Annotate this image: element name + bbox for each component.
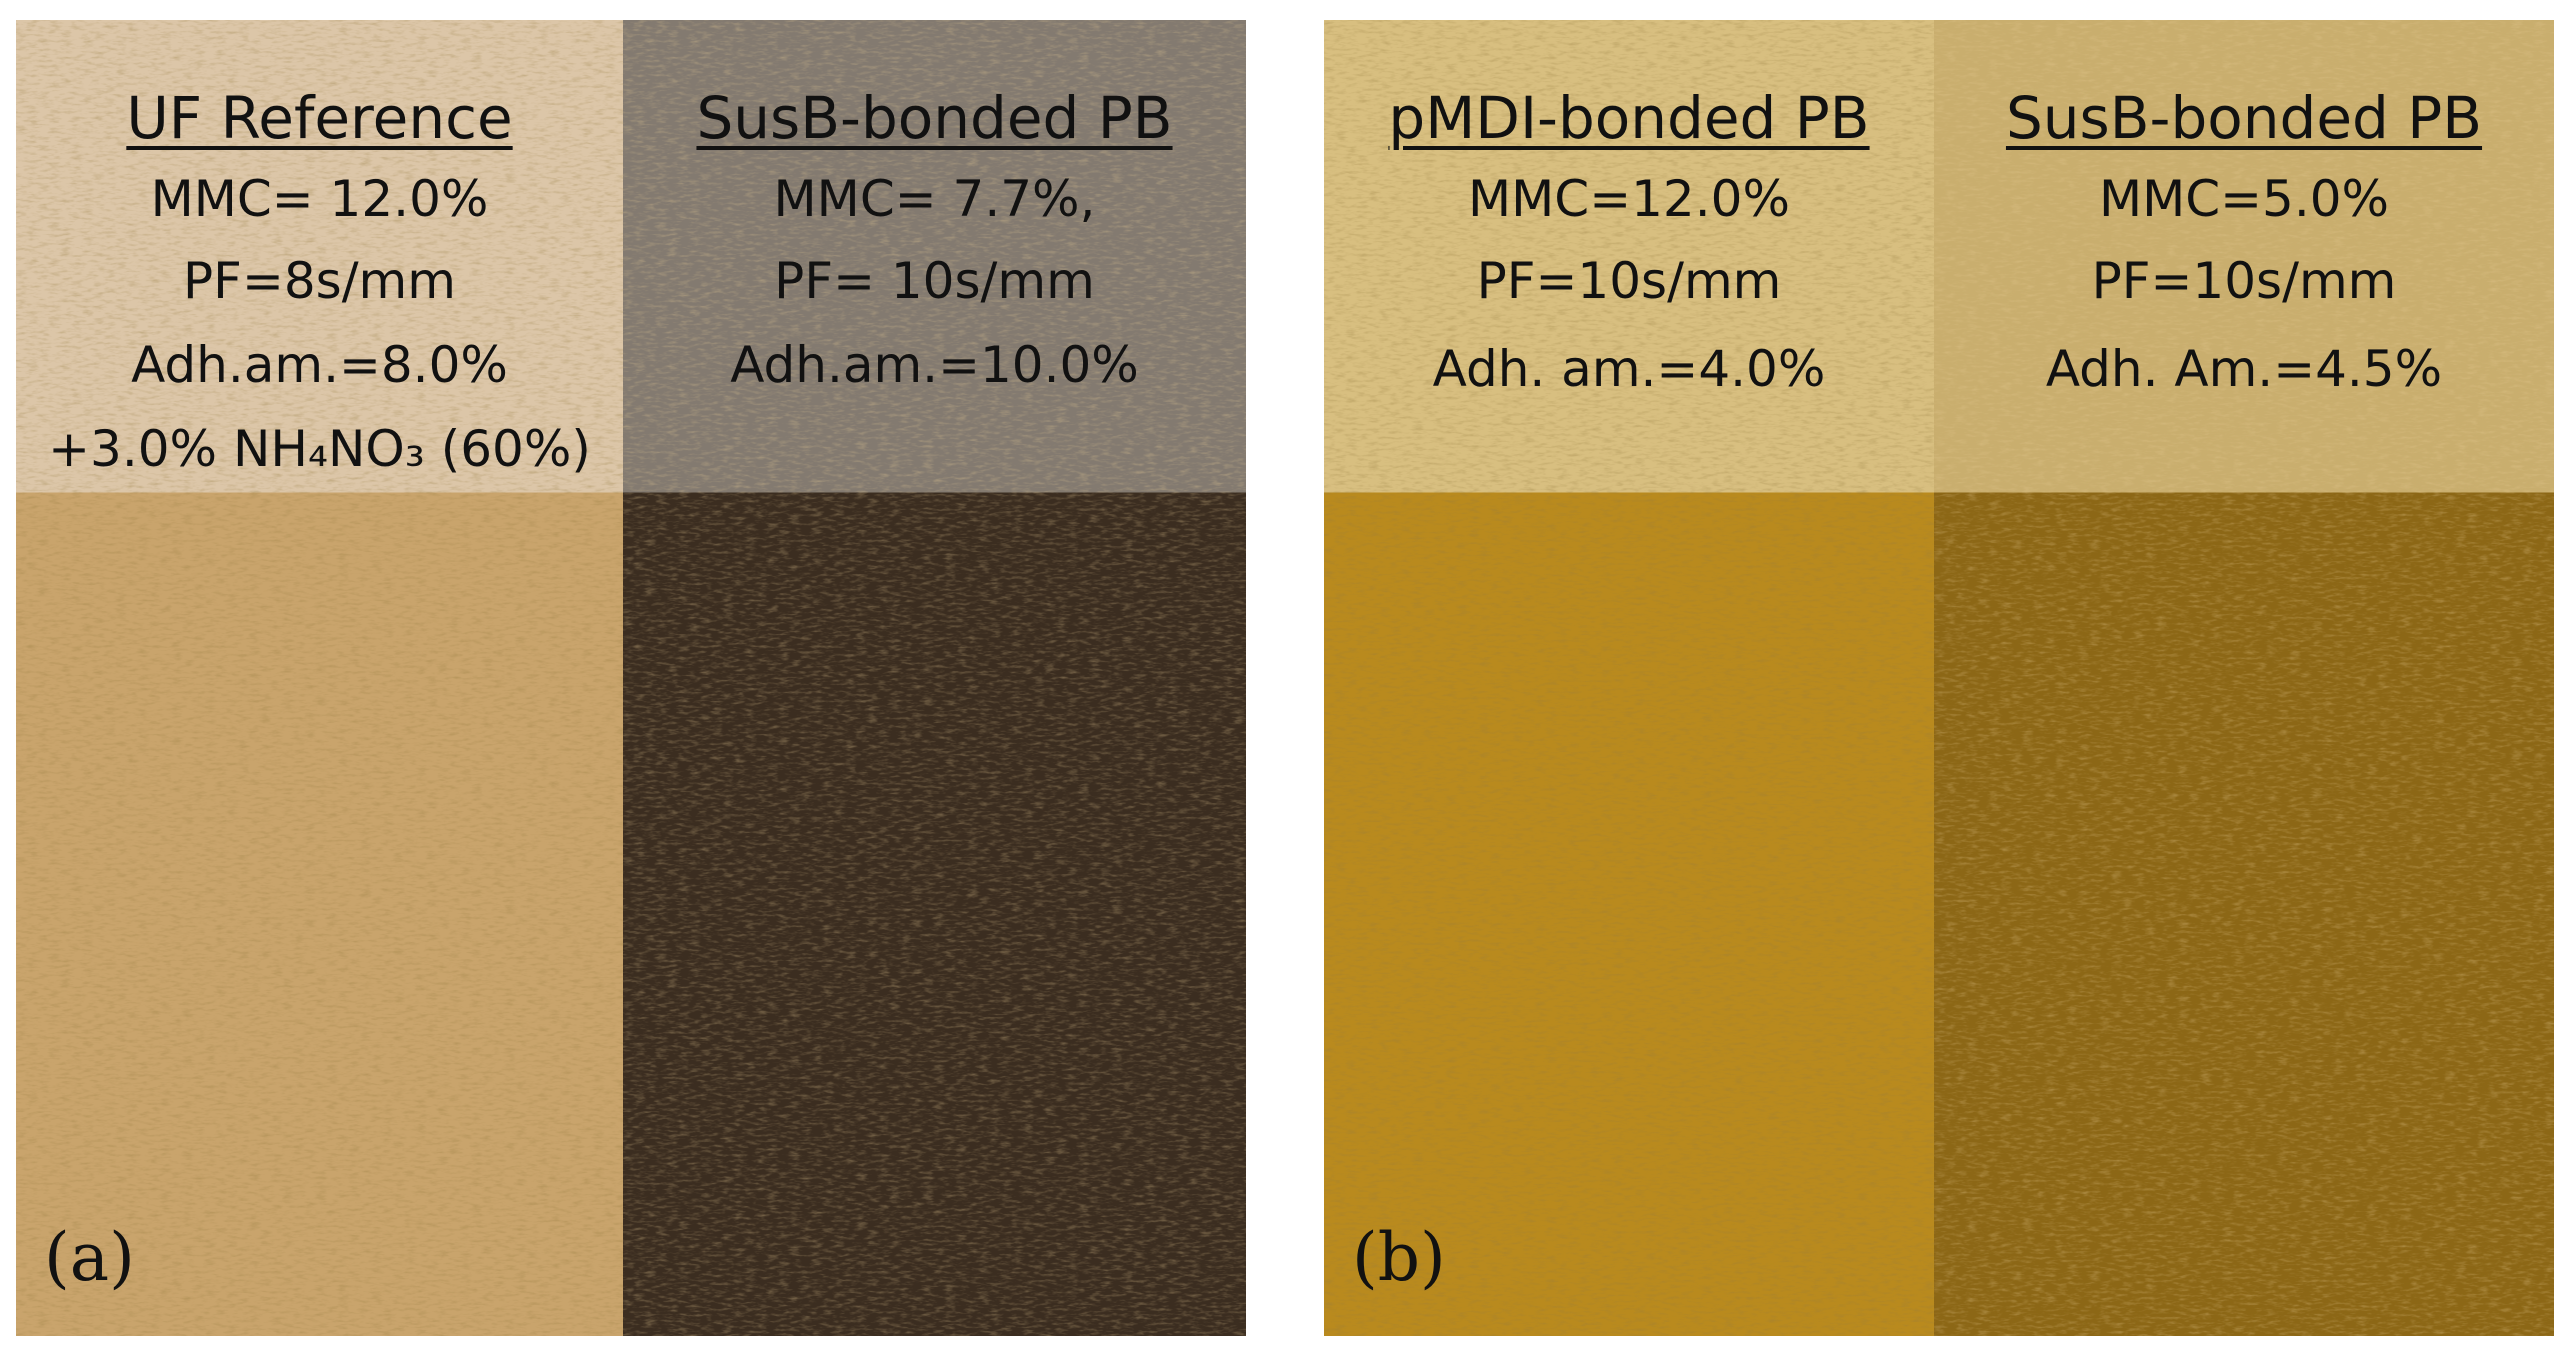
sample-parameter: MMC= 7.7%, <box>773 170 1096 228</box>
board-sample: SusB-bonded PB MMC=5.0% PF=10s/mm Adh. Am.=… <box>1934 20 2554 1336</box>
board-texture <box>1934 20 2554 1336</box>
panel-label: (b) <box>1352 1219 1446 1296</box>
sample-parameter: MMC=12.0% <box>1468 170 1790 228</box>
board-texture <box>16 20 623 1336</box>
board-sample: UF Reference MMC= 12.0% PF=8s/mm Adh.am.=8.… <box>16 20 623 1336</box>
board-texture <box>1324 20 1934 1336</box>
board-sample: SusB-bonded PB MMC= 7.7%, PF= 10s/mm Adh.am… <box>623 20 1246 1336</box>
sample-parameter: Adh.am.=8.0% <box>131 336 508 394</box>
sample-parameter: Adh. am.=4.0% <box>1432 340 1826 398</box>
sample-parameter: Adh. Am.=4.5% <box>2045 340 2443 398</box>
sample-parameter: PF= 10s/mm <box>774 252 1095 310</box>
sample-parameter: PF=10s/mm <box>1476 252 1782 310</box>
sample-title: pMDI-bonded PB <box>1388 84 1870 152</box>
sample-title: SusB-bonded PB <box>2005 84 2483 152</box>
sample-parameter: Adh.am.=10.0% <box>730 336 1139 394</box>
sample-parameter: MMC=5.0% <box>2098 170 2390 228</box>
sample-parameter: PF=8s/mm <box>183 252 456 310</box>
sample-title: SusB-bonded PB <box>696 84 1173 152</box>
photo-panel: pMDI-bonded PB MMC=12.0% PF=10s/mm Adh. am.… <box>1324 20 2554 1336</box>
panel-label: (a) <box>44 1219 135 1296</box>
sample-parameter: MMC= 12.0% <box>150 170 489 228</box>
sample-title: UF Reference <box>126 84 513 152</box>
sample-parameter: +3.0% NH₄NO₃ (60%) <box>48 420 591 478</box>
photo-panel: UF Reference MMC= 12.0% PF=8s/mm Adh.am.=8.… <box>16 20 1246 1336</box>
sample-parameter: PF=10s/mm <box>2091 252 2397 310</box>
board-texture <box>623 20 1246 1336</box>
board-sample: pMDI-bonded PB MMC=12.0% PF=10s/mm Adh. am.… <box>1324 20 1934 1336</box>
